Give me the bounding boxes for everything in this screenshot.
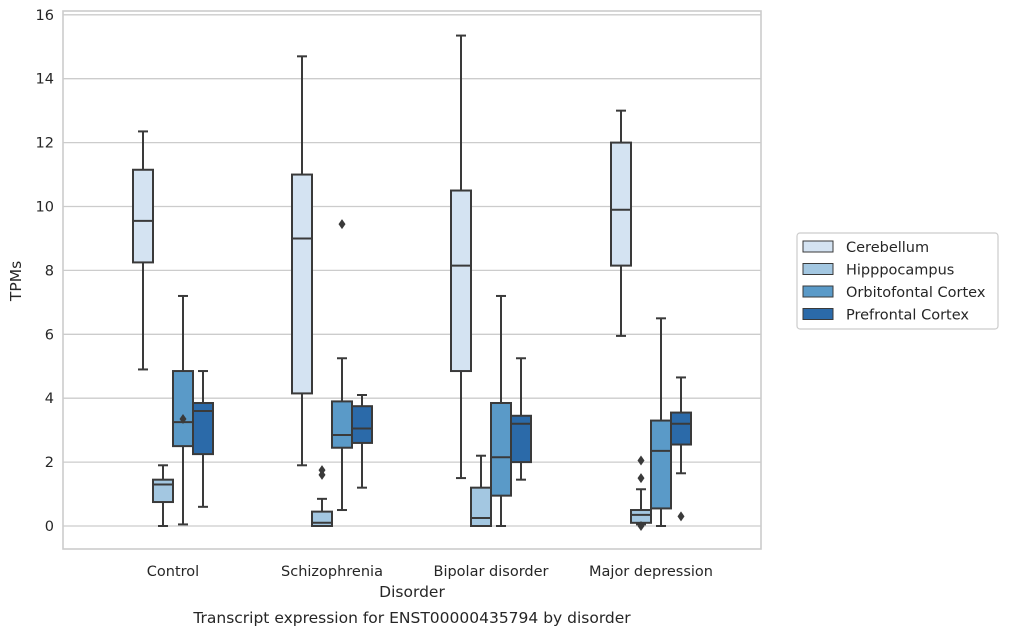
- box: [351, 405, 373, 444]
- legend-swatch: [802, 285, 834, 298]
- outlier-point: [637, 473, 645, 484]
- box-group: [630, 455, 652, 531]
- box: [450, 189, 472, 373]
- x-tick-label: Bipolar disorder: [434, 564, 549, 580]
- x-tick-label: Schizophrenia: [281, 564, 383, 580]
- box-group: [490, 294, 512, 527]
- box-group: [152, 464, 174, 527]
- legend-swatch: [802, 263, 834, 275]
- box: [152, 478, 174, 504]
- box-group: [291, 55, 313, 467]
- box-group: [470, 454, 492, 528]
- legend-swatch: [802, 240, 834, 253]
- box-group: [450, 34, 472, 480]
- legend-label: Orbitofontal Cortex: [846, 285, 986, 301]
- outlier-point: [318, 465, 326, 476]
- box-group: [610, 109, 632, 337]
- box: [192, 401, 214, 456]
- box-layer: [132, 34, 692, 531]
- x-tick-label: Control: [147, 564, 199, 580]
- box-group: [650, 317, 672, 527]
- x-tick-label: Major depression: [589, 564, 713, 580]
- y-axis-label: TPMs: [7, 261, 25, 302]
- y-tick-label: 14: [36, 72, 54, 88]
- box: [172, 370, 194, 448]
- box: [311, 510, 333, 527]
- y-tick-label: 8: [45, 263, 54, 279]
- outlier-point: [637, 455, 645, 466]
- box: [650, 419, 672, 510]
- box: [490, 401, 512, 497]
- x-axis-label: Disorder: [379, 583, 445, 601]
- y-tick-label: 0: [45, 519, 54, 535]
- legend: Cerebellum Hipppocampus Orbitofontal Corte…: [796, 232, 999, 330]
- box: [630, 509, 652, 524]
- box-group: [172, 294, 194, 526]
- y-tick-label: 2: [45, 455, 54, 471]
- y-tick-label: 10: [36, 200, 54, 216]
- box-group: [670, 376, 692, 522]
- tick-layer: 0 2 4 6 8 10 12 14 16 Control Schizophrenia Bipolar…: [36, 8, 713, 580]
- box: [610, 141, 632, 267]
- box: [470, 486, 492, 528]
- outlier-point: [637, 521, 645, 531]
- box-group: [510, 357, 532, 481]
- legend-label: Hipppocampus: [846, 263, 954, 279]
- outlier-point: [179, 413, 187, 424]
- box-group: [351, 394, 373, 489]
- legend-label: Cerebellum: [846, 240, 929, 256]
- y-tick-label: 16: [36, 8, 54, 24]
- chart-caption: Transcript expression for ENST0000043579…: [192, 609, 631, 627]
- legend-label: Prefrontal Cortex: [846, 308, 969, 324]
- box-group: [311, 465, 333, 527]
- box: [670, 411, 692, 446]
- box-group: [192, 370, 214, 508]
- outlier-point: [677, 511, 685, 522]
- plot-frame: [62, 10, 762, 550]
- outlier-point: [338, 219, 346, 230]
- box: [510, 414, 532, 464]
- y-tick-label: 12: [36, 136, 54, 152]
- box: [291, 173, 313, 395]
- y-tick-label: 4: [45, 391, 54, 407]
- y-tick-label: 6: [45, 327, 54, 343]
- box-group: [132, 130, 154, 371]
- box: [132, 168, 154, 264]
- box: [331, 400, 353, 449]
- legend-frame: [796, 232, 999, 330]
- legend-swatch: [802, 308, 834, 320]
